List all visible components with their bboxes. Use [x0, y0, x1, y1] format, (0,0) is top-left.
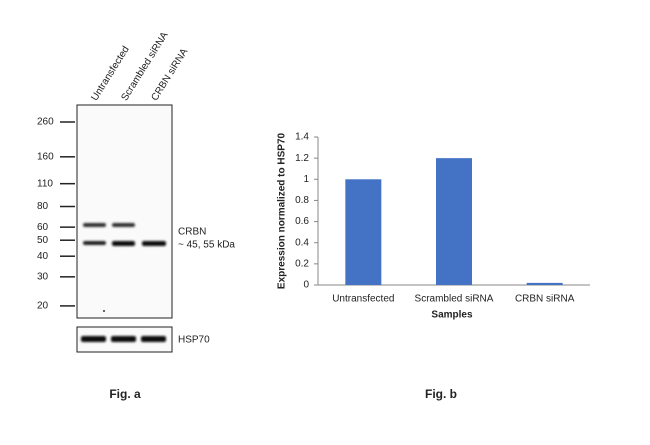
y-tick-label: 1 — [303, 174, 309, 185]
x-tick-label: Scrambled siRNA — [415, 294, 494, 305]
band — [81, 336, 106, 342]
y-tick-label: 0.4 — [295, 237, 309, 248]
loading-label: HSP70 — [178, 335, 210, 346]
marker-label: 20 — [37, 301, 49, 312]
x-tick-label: Untransfected — [332, 294, 394, 305]
marker-label: 30 — [37, 271, 49, 282]
y-tick-label: 0 — [303, 280, 309, 291]
y-tick-label: 1.2 — [295, 153, 309, 164]
bar — [345, 179, 382, 285]
band — [142, 241, 166, 246]
blot-panel — [76, 104, 173, 319]
y-tick-label: 0.6 — [295, 216, 309, 227]
marker-label: 40 — [37, 251, 49, 262]
blot-bands — [81, 223, 166, 342]
x-axis-label: Samples — [431, 310, 473, 321]
marker-label: 160 — [37, 151, 54, 162]
marker-label: 50 — [37, 235, 49, 246]
x-tick-label: CRBN siRNA — [515, 294, 575, 305]
target-label: CRBN — [178, 227, 206, 238]
speck — [103, 310, 105, 312]
y-tick-label: 1.4 — [295, 132, 309, 143]
bar — [526, 282, 563, 285]
y-tick-label: 0.2 — [295, 258, 309, 269]
bar — [436, 158, 472, 285]
band — [112, 223, 135, 227]
marker-label: 80 — [37, 201, 49, 212]
band — [112, 241, 135, 246]
band — [83, 223, 106, 227]
marker-label: 110 — [37, 178, 53, 189]
marker-label: 60 — [37, 222, 49, 233]
y-tick-label: 0.8 — [295, 195, 309, 206]
target-size: ~ 45, 55 kDa — [178, 240, 235, 251]
band — [111, 336, 136, 342]
band — [83, 241, 106, 245]
y-axis-label: Expression normalized to HSP70 — [277, 132, 288, 289]
caption: Fig. a — [109, 387, 141, 401]
marker-label: 260 — [37, 117, 54, 128]
caption: Fig. b — [425, 387, 457, 401]
band — [141, 336, 166, 342]
